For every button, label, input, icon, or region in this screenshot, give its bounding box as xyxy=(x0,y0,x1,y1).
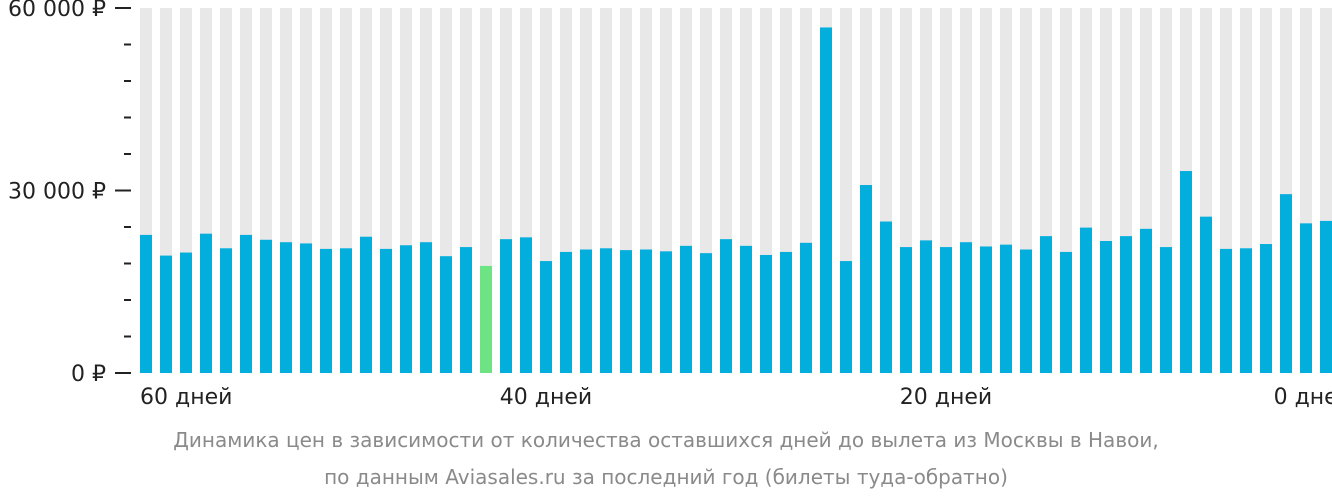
y-tick-label: 30 000 ₽ xyxy=(8,180,106,205)
price-bar[interactable] xyxy=(700,253,712,373)
price-bar[interactable] xyxy=(880,221,892,373)
price-bar[interactable] xyxy=(680,245,692,373)
price-bar[interactable] xyxy=(740,245,752,373)
price-bar[interactable] xyxy=(560,251,572,373)
y-axis: 60 000 ₽ 30 000 ₽ 0 ₽ xyxy=(8,0,131,387)
price-bar[interactable] xyxy=(440,256,452,373)
price-bar[interactable] xyxy=(960,242,972,373)
price-bar[interactable] xyxy=(460,247,472,373)
price-bar[interactable] xyxy=(720,239,732,373)
price-bar[interactable] xyxy=(1120,236,1132,373)
price-bar[interactable] xyxy=(580,249,592,373)
price-bar[interactable] xyxy=(860,185,872,373)
x-axis: 60 дней 40 дней 20 дней 0 дней xyxy=(140,385,1332,410)
chart-caption-line-2: по данным Aviasales.ru за последний год … xyxy=(324,465,1008,489)
price-bar[interactable] xyxy=(1040,236,1052,373)
x-tick-label: 60 дней xyxy=(140,385,232,410)
price-bar[interactable] xyxy=(600,248,612,373)
price-bar[interactable] xyxy=(640,249,652,373)
price-bar[interactable] xyxy=(260,239,272,373)
price-bar[interactable] xyxy=(900,247,912,373)
price-bar[interactable] xyxy=(1320,220,1332,373)
price-bar[interactable] xyxy=(320,248,332,373)
price-bar[interactable] xyxy=(1100,240,1112,373)
price-bar[interactable] xyxy=(1020,249,1032,373)
x-tick-label: 40 дней xyxy=(500,385,592,410)
price-bars xyxy=(140,27,1332,373)
price-bar[interactable] xyxy=(940,247,952,373)
price-bar[interactable] xyxy=(140,234,152,373)
x-tick-label: 20 дней xyxy=(900,385,992,410)
price-bar[interactable] xyxy=(280,242,292,373)
price-bar[interactable] xyxy=(620,250,632,373)
price-bar[interactable] xyxy=(400,245,412,373)
price-bar[interactable] xyxy=(840,261,852,373)
price-bar[interactable] xyxy=(800,242,812,373)
x-tick-label: 0 дней xyxy=(1274,385,1332,410)
price-bar[interactable] xyxy=(160,255,172,373)
price-bar[interactable] xyxy=(1180,171,1192,373)
price-bar[interactable] xyxy=(1160,247,1172,373)
price-bar-lowest[interactable] xyxy=(480,265,492,373)
price-bar[interactable] xyxy=(1080,227,1092,373)
price-bar[interactable] xyxy=(1200,216,1212,373)
price-bar[interactable] xyxy=(1140,228,1152,373)
price-bar[interactable] xyxy=(340,248,352,373)
price-bar[interactable] xyxy=(820,27,832,373)
price-bar[interactable] xyxy=(380,248,392,373)
price-bar[interactable] xyxy=(1220,248,1232,373)
background-bars xyxy=(140,8,1332,373)
price-dynamics-chart: 60 000 ₽ 30 000 ₽ 0 ₽ 60 дней 40 дней 20 дне… xyxy=(8,0,1332,410)
price-bar[interactable] xyxy=(780,251,792,373)
price-bar[interactable] xyxy=(1300,223,1312,373)
price-bar[interactable] xyxy=(220,248,232,373)
price-bar[interactable] xyxy=(980,246,992,373)
price-bar[interactable] xyxy=(520,237,532,373)
price-bar[interactable] xyxy=(300,243,312,373)
price-bar[interactable] xyxy=(1000,244,1012,373)
price-bar[interactable] xyxy=(200,233,212,373)
price-bar[interactable] xyxy=(1240,248,1252,373)
y-tick-label: 0 ₽ xyxy=(71,362,106,387)
price-bar[interactable] xyxy=(420,242,432,373)
price-bar[interactable] xyxy=(1060,251,1072,373)
price-bar[interactable] xyxy=(240,234,252,373)
chart-caption-line-1: Динамика цен в зависимости от количества… xyxy=(173,428,1159,452)
price-bar[interactable] xyxy=(500,239,512,373)
price-bar[interactable] xyxy=(360,236,372,373)
price-bar[interactable] xyxy=(920,240,932,373)
y-tick-label: 60 000 ₽ xyxy=(8,0,106,22)
price-bar[interactable] xyxy=(1280,194,1292,373)
price-bar[interactable] xyxy=(1260,244,1272,373)
price-bar[interactable] xyxy=(180,252,192,373)
price-bar[interactable] xyxy=(760,254,772,373)
price-bar[interactable] xyxy=(660,251,672,373)
price-bar[interactable] xyxy=(540,261,552,373)
